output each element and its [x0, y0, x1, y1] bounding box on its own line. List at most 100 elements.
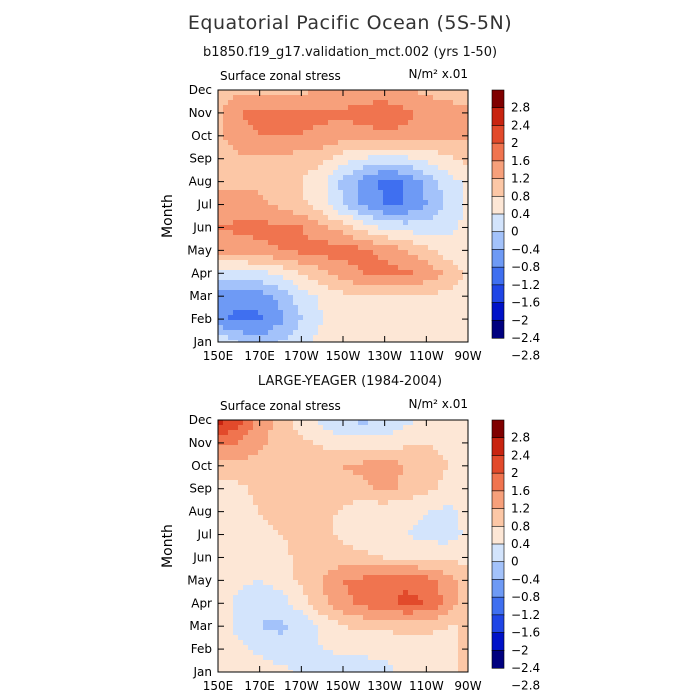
contour-cell — [338, 495, 344, 501]
contour-cell — [398, 195, 404, 201]
contour-cell — [298, 555, 304, 561]
contour-cell — [313, 325, 319, 331]
contour-cell — [283, 225, 289, 231]
contour-cell — [423, 645, 429, 651]
contour-cell — [318, 160, 324, 166]
contour-cell — [448, 340, 454, 343]
contour-cell — [263, 635, 269, 641]
contour-cell — [358, 245, 364, 251]
contour-cell — [273, 315, 279, 321]
contour-cell — [278, 125, 284, 131]
contour-cell — [288, 640, 294, 646]
contour-cell — [403, 625, 409, 631]
contour-cell — [408, 320, 414, 326]
contour-cell — [383, 170, 389, 176]
contour-cell — [423, 620, 429, 626]
contour-cell — [378, 530, 384, 536]
contour-cell — [238, 460, 244, 466]
contour-cell — [273, 440, 279, 446]
contour-cell — [388, 170, 394, 176]
contour-cell — [313, 435, 319, 441]
contour-cell — [398, 530, 404, 536]
contour-cell — [353, 550, 359, 556]
contour-cell — [293, 305, 299, 311]
contour-cell — [323, 205, 329, 211]
contour-cell — [243, 515, 249, 521]
contour-cell — [328, 340, 334, 343]
contour-cell — [258, 285, 264, 291]
contour-cell — [268, 145, 274, 151]
contour-cell — [293, 600, 299, 606]
contour-cell — [348, 335, 354, 341]
contour-cell — [253, 490, 259, 496]
contour-cell — [363, 185, 369, 191]
contour-cell — [338, 100, 344, 106]
colorbar-box — [491, 213, 505, 233]
contour-cell — [408, 475, 414, 481]
contour-cell — [453, 460, 459, 466]
contour-cell — [418, 100, 424, 106]
contour-cell — [323, 120, 329, 126]
contour-cell — [243, 270, 249, 276]
contour-cell — [378, 305, 384, 311]
contour-cell — [328, 210, 334, 216]
contour-cell — [283, 595, 289, 601]
contour-cell — [228, 190, 234, 196]
contour-cell — [348, 220, 354, 226]
contour-cell — [453, 435, 459, 441]
contour-cell — [288, 290, 294, 296]
contour-cell — [238, 230, 244, 236]
contour-cell — [313, 150, 319, 156]
contour-cell — [268, 620, 274, 626]
contour-cell — [243, 155, 249, 161]
contour-cell — [223, 565, 229, 571]
contour-cell — [363, 460, 369, 466]
contour-cell — [458, 575, 464, 581]
contour-cell — [373, 290, 379, 296]
contour-cell — [343, 425, 349, 431]
contour-cell — [218, 450, 224, 456]
contour-cell — [308, 250, 314, 256]
contour-cell — [293, 200, 299, 206]
contour-cell — [338, 585, 344, 591]
contour-cell — [453, 110, 459, 116]
contour-cell — [388, 130, 394, 136]
contour-cell — [433, 115, 439, 121]
contour-cell — [408, 470, 414, 476]
contour-cell — [318, 185, 324, 191]
contour-cell — [458, 215, 464, 221]
contour-cell — [293, 135, 299, 141]
contour-cell — [463, 245, 469, 251]
contour-cell — [318, 470, 324, 476]
contour-cell — [413, 340, 419, 343]
contour-cell — [263, 420, 269, 426]
contour-cell — [218, 235, 224, 241]
contour-cell — [348, 515, 354, 521]
contour-cell — [438, 645, 444, 651]
contour-cell — [298, 260, 304, 266]
contour-cell — [388, 520, 394, 526]
contour-cell — [418, 330, 424, 336]
contour-cell — [313, 600, 319, 606]
contour-cell — [313, 610, 319, 616]
contour-cell — [348, 240, 354, 246]
contour-cell — [453, 490, 459, 496]
contour-cell — [288, 220, 294, 226]
contour-cell — [278, 605, 284, 611]
contour-cell — [448, 100, 454, 106]
contour-cell — [263, 195, 269, 201]
contour-cell — [433, 430, 439, 436]
contour-cell — [313, 540, 319, 546]
contour-cell — [428, 255, 434, 261]
contour-cell — [228, 605, 234, 611]
contour-cell — [283, 445, 289, 451]
contour-cell — [433, 425, 439, 431]
contour-cell — [233, 505, 239, 511]
contour-cell — [393, 235, 399, 241]
contour-cell — [263, 490, 269, 496]
contour-cell — [283, 540, 289, 546]
contour-cell — [283, 185, 289, 191]
contour-cell — [273, 120, 279, 126]
contour-cell — [238, 115, 244, 121]
contour-cell — [258, 650, 264, 656]
